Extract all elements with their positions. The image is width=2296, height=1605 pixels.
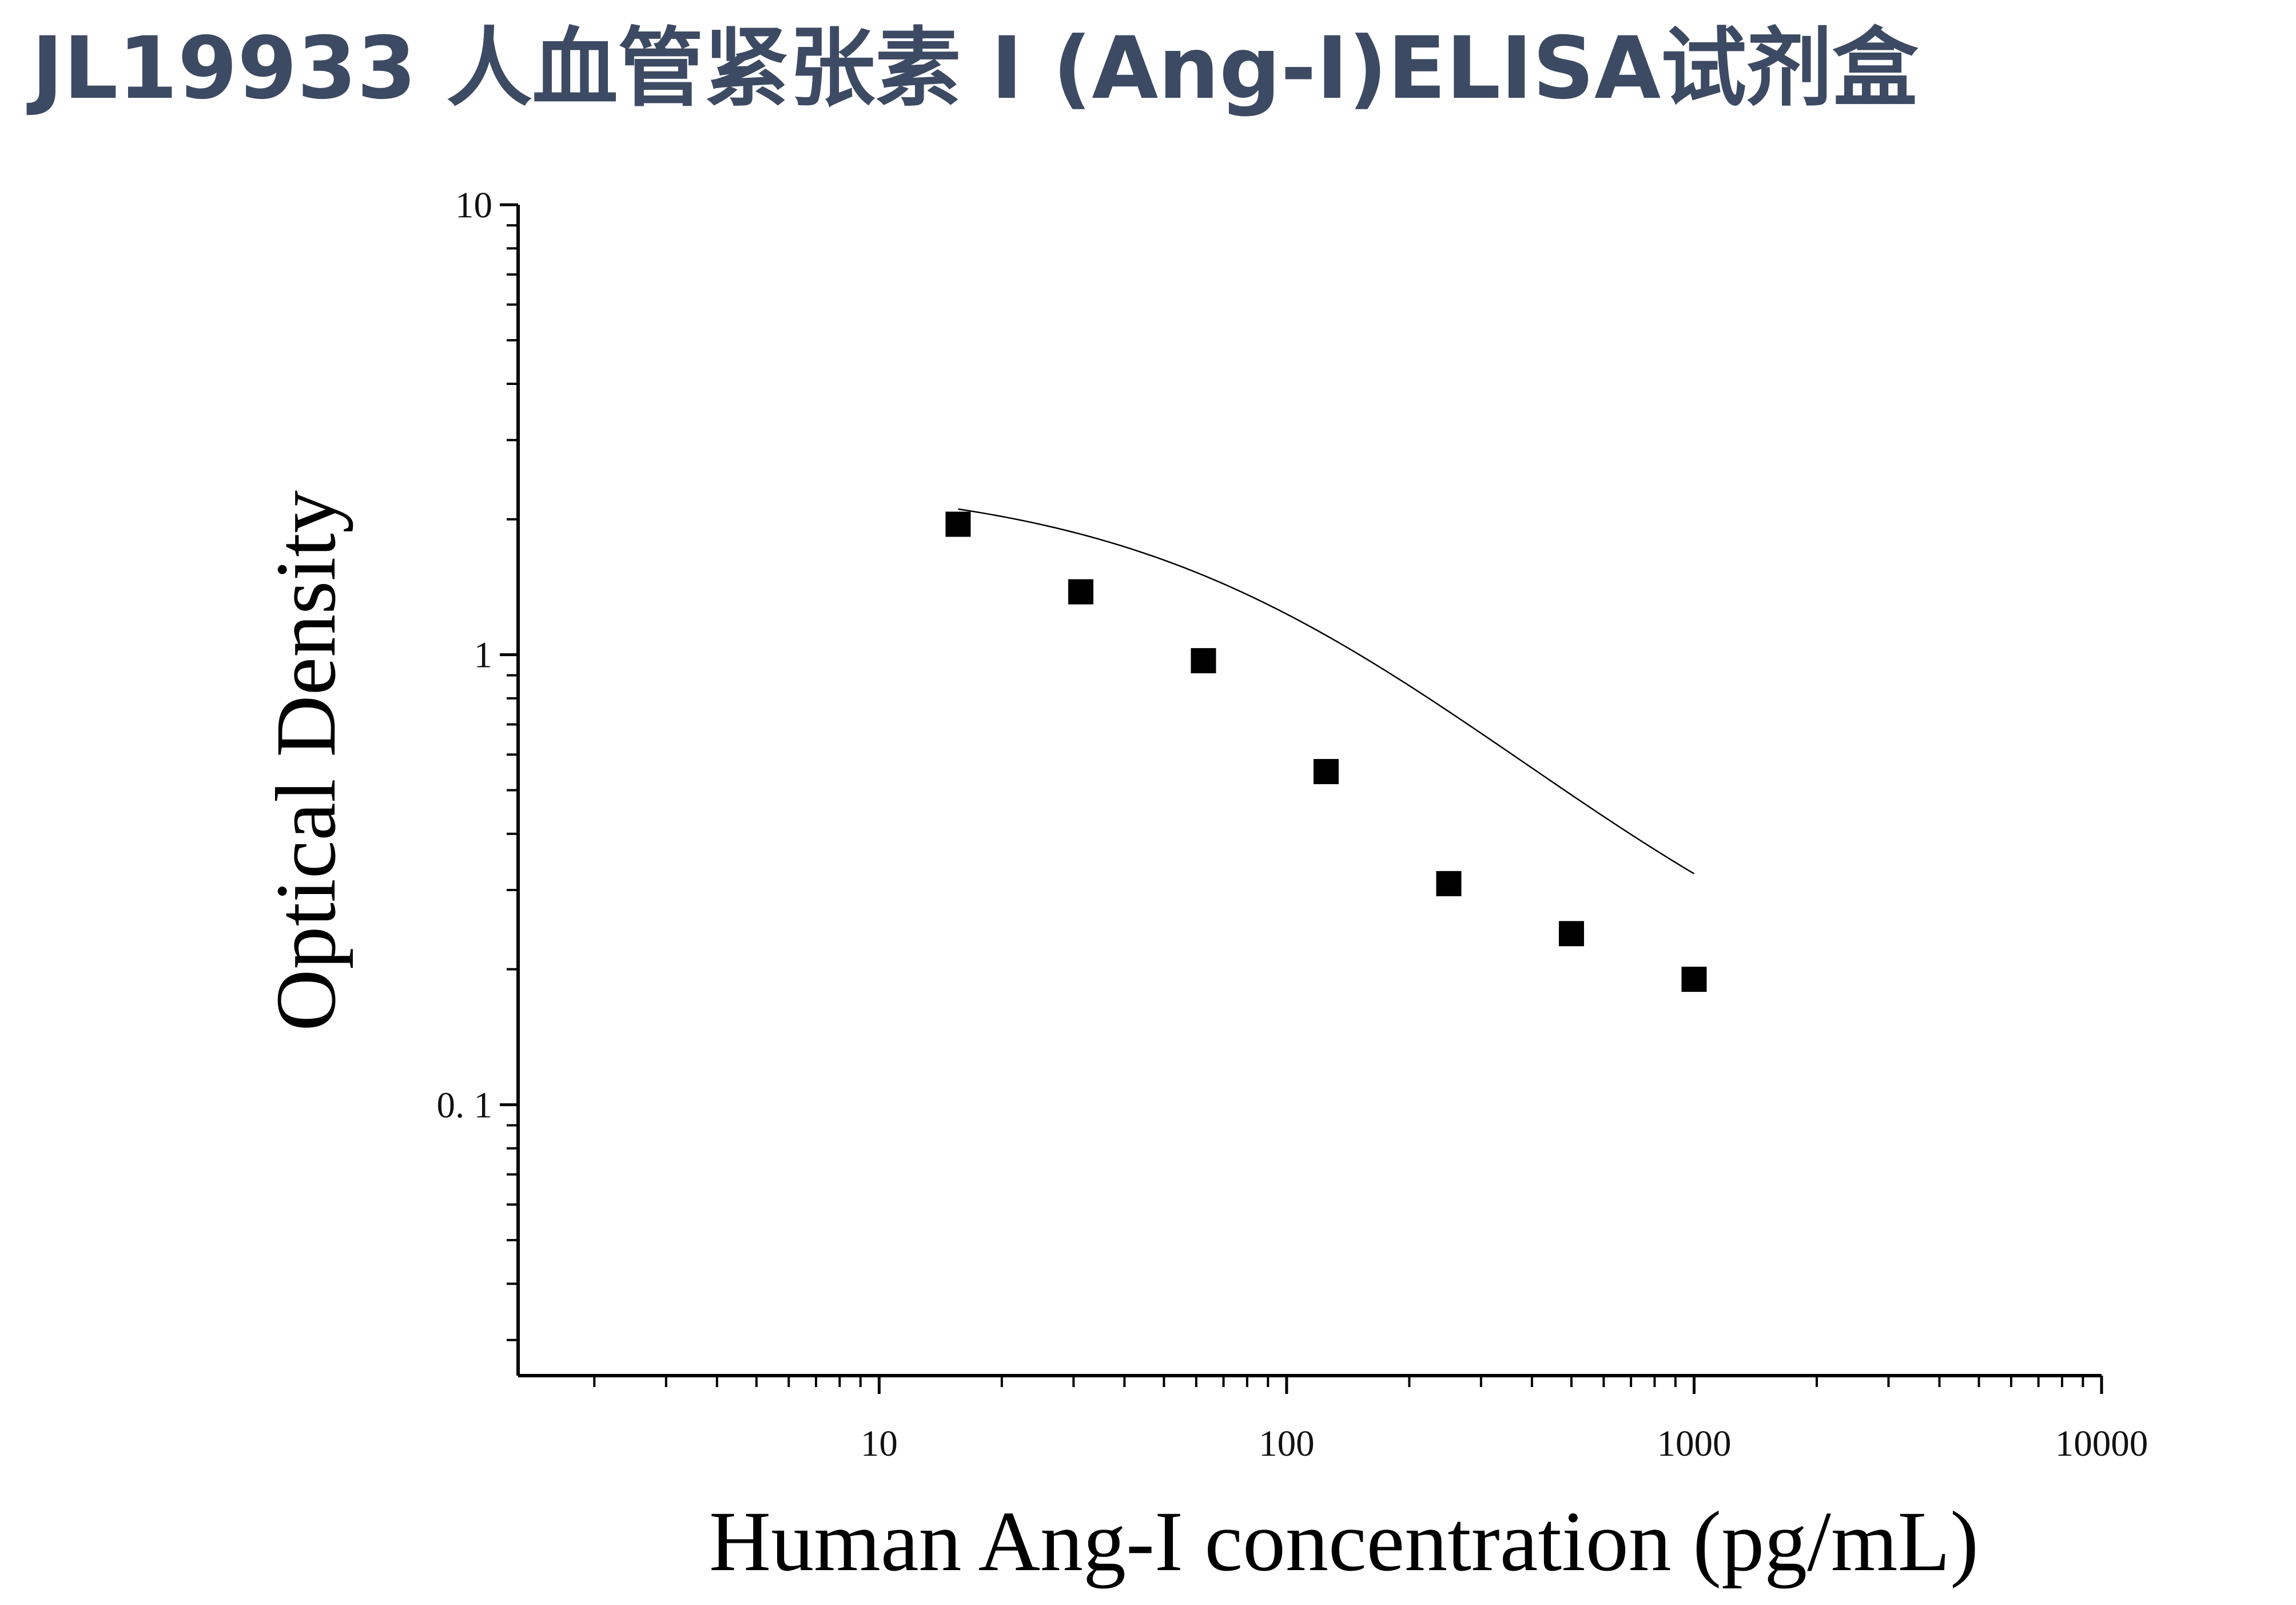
data-point xyxy=(1191,648,1216,674)
y-minor-ticks xyxy=(507,224,518,1341)
y-axis: 10 1 0. 1 xyxy=(437,185,520,1376)
x-minor-ticks xyxy=(593,1376,2084,1387)
x-tick-label: 1000 xyxy=(1657,1423,1731,1464)
data-points xyxy=(945,511,1707,992)
x-major-ticks xyxy=(877,1376,2103,1394)
data-point xyxy=(1436,871,1462,896)
x-axis-title: Human Ang-I concentration (pg/mL) xyxy=(709,1494,1979,1589)
y-axis-title: Optical Density xyxy=(258,490,353,1031)
x-tick-label: 100 xyxy=(1259,1423,1315,1464)
x-tick-label: 10000 xyxy=(2055,1423,2148,1464)
data-point xyxy=(1068,579,1093,605)
y-tick-label: 1 xyxy=(474,635,493,676)
data-point xyxy=(1558,921,1584,947)
y-tick-labels: 10 1 0. 1 xyxy=(437,185,493,1126)
data-point xyxy=(1313,758,1339,784)
fit-curve xyxy=(958,508,1695,875)
x-tick-labels: 10 100 1000 10000 xyxy=(861,1423,2148,1464)
y-major-ticks xyxy=(500,203,518,1106)
x-axis: 10 100 1000 10000 xyxy=(518,1374,2148,1464)
x-tick-label: 10 xyxy=(861,1423,898,1464)
y-tick-label: 10 xyxy=(455,185,492,226)
data-point xyxy=(1681,967,1707,992)
y-tick-label: 0. 1 xyxy=(437,1084,493,1126)
page-title: JL19933 人血管紧张素 I (Ang-I)ELISA试剂盒 xyxy=(31,19,1919,118)
data-point xyxy=(945,511,971,537)
